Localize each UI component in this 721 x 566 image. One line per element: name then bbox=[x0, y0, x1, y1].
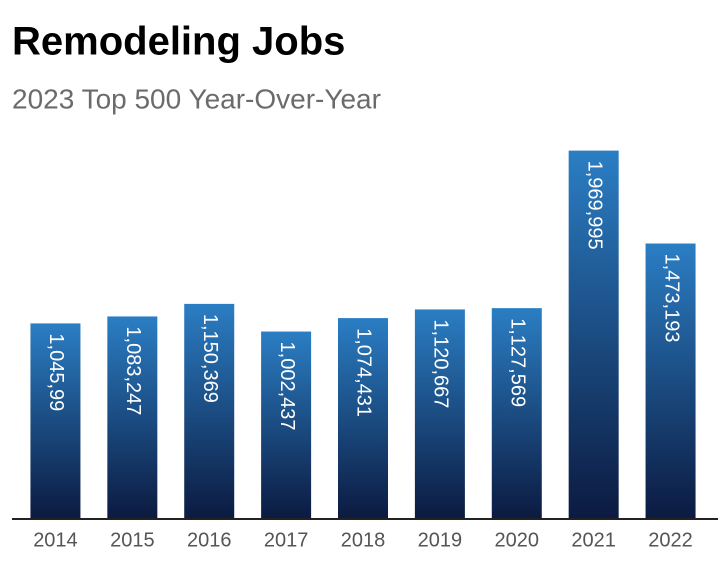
bar bbox=[107, 316, 158, 519]
x-tick-label: 2018 bbox=[341, 529, 386, 551]
chart-title: Remodeling Jobs bbox=[12, 20, 345, 64]
bar bbox=[645, 243, 696, 519]
x-tick-label: 2022 bbox=[648, 529, 693, 551]
bar bbox=[338, 318, 388, 519]
x-tick-label: 2020 bbox=[495, 529, 540, 551]
x-tick-label: 2017 bbox=[264, 529, 309, 551]
value-label: 1,969,995 bbox=[583, 161, 605, 250]
x-tick-label: 2015 bbox=[110, 529, 155, 551]
value-label: 1,002,437 bbox=[276, 342, 298, 431]
bar bbox=[261, 331, 312, 519]
value-label: 1,150,369 bbox=[199, 314, 221, 403]
value-label: 1,120,667 bbox=[430, 319, 452, 408]
bar bbox=[30, 323, 81, 519]
value-label: 1,045,99 bbox=[45, 333, 67, 411]
x-tick-label: 2021 bbox=[571, 529, 616, 551]
value-label: 1,074,431 bbox=[353, 328, 375, 417]
value-label: 1,083,247 bbox=[122, 326, 144, 415]
value-label: 1,473,193 bbox=[660, 254, 682, 343]
bar bbox=[184, 303, 235, 519]
bar bbox=[491, 308, 542, 519]
x-tick-label: 2014 bbox=[33, 529, 78, 551]
bar bbox=[568, 150, 619, 519]
bar bbox=[414, 309, 465, 519]
x-tick-label: 2016 bbox=[187, 529, 232, 551]
chart-subtitle: 2023 Top 500 Year-Over-Year bbox=[12, 83, 381, 114]
x-tick-label: 2019 bbox=[418, 529, 463, 551]
value-label: 1,127,569 bbox=[506, 318, 528, 407]
